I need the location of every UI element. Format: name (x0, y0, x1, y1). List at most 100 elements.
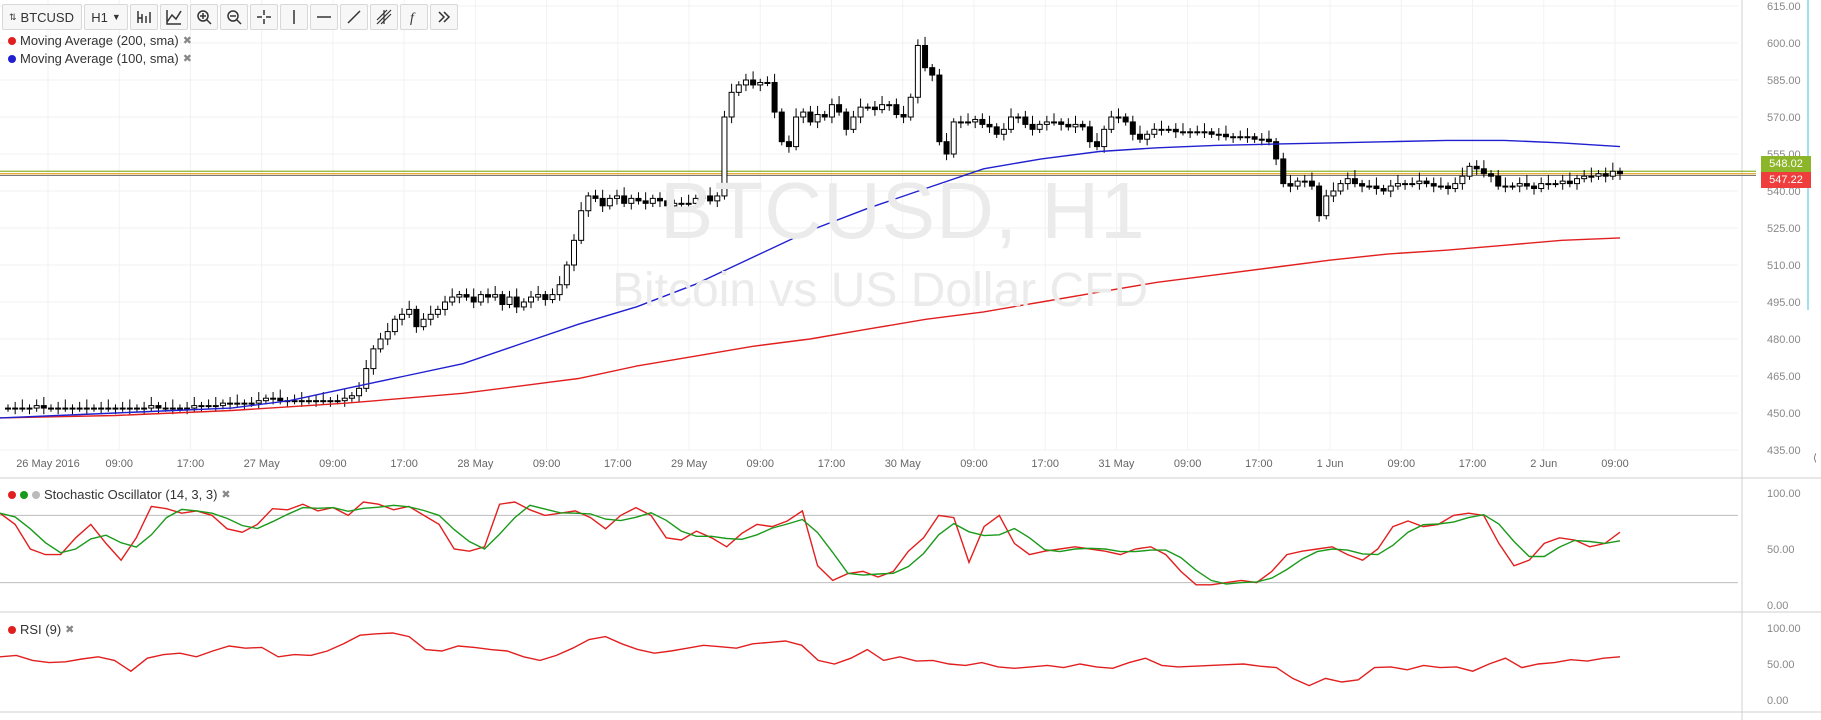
candle-down (1058, 121, 1065, 125)
candle-down (1473, 165, 1480, 170)
pitchfork-icon[interactable] (370, 4, 398, 30)
candle-up (1051, 121, 1058, 124)
candle-up (334, 400, 341, 403)
time-axis-tick-label: 2 Jun (1530, 458, 1557, 470)
candle-down (750, 79, 757, 86)
fib-icon[interactable]: f (400, 4, 428, 30)
candle-up (212, 405, 219, 408)
price-tag-green: 548.02 (1761, 156, 1811, 172)
candle-up (1516, 183, 1523, 187)
candle-down (1380, 188, 1387, 192)
candle-up (1230, 136, 1237, 139)
candle-up (148, 405, 155, 409)
time-axis-tick-label: 09:00 (1388, 458, 1416, 470)
candle-down (1566, 180, 1573, 185)
candle-up (1158, 128, 1165, 131)
candle-down (1373, 185, 1380, 190)
close-icon[interactable]: ✖ (221, 489, 231, 501)
price-axis-tick-label: 495.00 (1767, 297, 1801, 309)
candle-down (413, 308, 420, 328)
candle-up (1108, 116, 1115, 130)
candle-up (1502, 185, 1509, 188)
symbol-selector[interactable]: ⇅ BTCUSD (2, 4, 82, 30)
candle-up (1015, 116, 1022, 119)
horizontal-line-icon[interactable] (310, 4, 338, 30)
candle-up (377, 338, 384, 350)
candle-up (184, 407, 191, 410)
candle-up (90, 407, 97, 410)
candle-up (1588, 175, 1595, 178)
legend-rsi[interactable]: RSI (9) ✖ (8, 622, 74, 637)
price-axis-tick-label: 450.00 (1767, 408, 1801, 420)
candle-up (628, 197, 635, 204)
candle-up (384, 331, 391, 340)
chart-toolbar: ⇅ BTCUSD H1 ▼ f (2, 2, 458, 32)
candle-up (742, 79, 749, 86)
stoch-d-dot (20, 490, 28, 499)
close-icon[interactable]: ✖ (182, 53, 192, 65)
candle-up (449, 296, 456, 303)
time-axis-tick-label: 28 May (457, 458, 494, 470)
price-axis-tick-label: 600.00 (1767, 38, 1801, 50)
candle-up (1581, 175, 1588, 180)
candle-up (126, 407, 133, 410)
compare-icon[interactable] (130, 4, 158, 30)
candle-up (205, 405, 212, 408)
indicators-icon[interactable] (160, 4, 188, 30)
candle-up (227, 402, 234, 405)
candle-up (141, 407, 148, 410)
more-icon[interactable] (430, 4, 458, 30)
crosshair-zoom-icon[interactable] (190, 4, 218, 30)
candle-up (12, 407, 19, 410)
time-axis-tick-label: 09:00 (1174, 458, 1202, 470)
svg-text:f: f (410, 11, 416, 26)
trend-line-icon[interactable] (340, 4, 368, 30)
candle-down (807, 111, 814, 123)
candle-up (528, 296, 535, 303)
crosshair-icon[interactable] (250, 4, 278, 30)
candle-down (900, 114, 907, 118)
candle-up (363, 368, 370, 389)
stoch-d-line (0, 504, 1621, 585)
time-axis-tick-label: 17:00 (818, 458, 846, 470)
candle-up (356, 387, 363, 397)
candle-up (764, 81, 771, 84)
candle-down (1086, 126, 1093, 143)
candle-up (800, 111, 807, 118)
vertical-line-icon[interactable] (280, 4, 308, 30)
candle-up (1466, 165, 1473, 177)
candle-down (1308, 180, 1315, 187)
time-axis-tick-label: 09:00 (533, 458, 561, 470)
candle-up (298, 400, 305, 403)
candle-up (1574, 178, 1581, 185)
candle-down (40, 405, 47, 409)
candle-down (1079, 123, 1086, 128)
time-axis-tick-label: 17:00 (1459, 458, 1487, 470)
time-axis-tick-label: 31 May (1098, 458, 1135, 470)
candle-down (1495, 175, 1502, 187)
symbol-switch-icon: ⇅ (9, 11, 17, 22)
candle-up (305, 400, 312, 403)
candle-down (656, 197, 663, 202)
candle-up (248, 402, 255, 405)
candle-down (463, 294, 470, 298)
close-icon[interactable]: ✖ (65, 624, 75, 636)
candle-up (506, 296, 513, 305)
candle-up (721, 116, 728, 197)
legend-stoch-label: Stochastic Oscillator (14, 3, 3) (44, 487, 218, 502)
resolution-selector[interactable]: H1 ▼ (84, 4, 128, 30)
candle-up (1165, 128, 1172, 131)
candle-up (1330, 190, 1337, 197)
candle-up (62, 407, 69, 410)
close-icon[interactable]: ✖ (182, 35, 192, 47)
candle-up (19, 407, 26, 410)
candle-up (685, 202, 692, 205)
legend-stoch[interactable]: Stochastic Oscillator (14, 3, 3) ✖ (8, 487, 231, 502)
rsi-axis-tick-label: 100.00 (1767, 623, 1801, 635)
legend-ma200[interactable]: Moving Average (200, sma) ✖ (8, 33, 192, 48)
zoom-out-icon[interactable] (220, 4, 248, 30)
legend-ma100[interactable]: Moving Average (100, sma) ✖ (8, 51, 192, 66)
candle-down (836, 104, 843, 113)
candle-up (1187, 131, 1194, 134)
